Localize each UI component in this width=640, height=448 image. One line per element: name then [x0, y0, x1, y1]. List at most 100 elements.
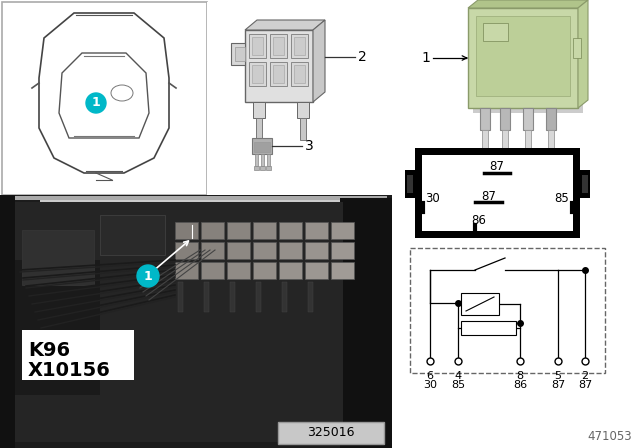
Text: 85: 85	[555, 191, 570, 204]
Bar	[273, 65, 284, 83]
Bar	[546, 108, 556, 130]
Bar	[249, 62, 266, 86]
Bar	[256, 118, 262, 140]
Text: 86: 86	[472, 214, 486, 227]
Bar	[305, 242, 328, 259]
Text: 30: 30	[423, 380, 437, 390]
Bar	[476, 16, 570, 96]
Bar	[256, 282, 261, 312]
Bar	[5, 196, 387, 200]
Text: 87: 87	[578, 380, 592, 390]
Text: 87: 87	[551, 380, 565, 390]
Bar	[405, 170, 415, 198]
Bar	[305, 222, 328, 239]
Bar	[201, 242, 224, 259]
Text: K96: K96	[28, 340, 70, 359]
Text: 471053: 471053	[588, 431, 632, 444]
Bar	[279, 242, 302, 259]
Bar	[297, 102, 309, 118]
Bar	[231, 43, 245, 65]
Bar	[255, 154, 258, 166]
Bar	[291, 34, 308, 58]
Bar	[201, 262, 224, 279]
Bar	[207, 2, 397, 195]
Text: X10156: X10156	[28, 361, 111, 379]
Bar	[22, 230, 94, 285]
Bar	[415, 148, 580, 238]
Bar	[331, 242, 354, 259]
Bar	[422, 155, 573, 231]
Bar	[204, 282, 209, 312]
Bar	[410, 248, 605, 373]
Bar	[252, 65, 263, 83]
Bar	[300, 118, 306, 140]
Bar	[273, 37, 284, 55]
PathPatch shape	[313, 20, 325, 102]
PathPatch shape	[39, 13, 169, 173]
Bar	[266, 166, 271, 170]
Bar	[15, 260, 100, 395]
Bar	[253, 262, 276, 279]
Bar	[227, 222, 250, 239]
Text: 87: 87	[481, 190, 497, 202]
Text: 8: 8	[516, 371, 524, 381]
Bar	[461, 321, 516, 335]
Text: 1: 1	[92, 96, 100, 109]
Bar	[0, 195, 392, 448]
Circle shape	[86, 93, 106, 113]
Bar	[235, 47, 245, 61]
PathPatch shape	[245, 20, 325, 30]
Bar	[282, 282, 287, 312]
Bar	[331, 262, 354, 279]
Circle shape	[137, 265, 159, 287]
Bar	[260, 166, 265, 170]
Bar	[279, 262, 302, 279]
Bar	[308, 282, 313, 312]
Bar	[278, 422, 384, 444]
Bar	[525, 130, 531, 150]
Bar	[201, 222, 224, 239]
Text: 4: 4	[454, 371, 461, 381]
Text: 325016: 325016	[307, 426, 355, 439]
Bar	[270, 34, 287, 58]
Text: 2: 2	[581, 371, 589, 381]
Bar	[523, 108, 533, 130]
Bar	[100, 215, 165, 255]
Bar	[473, 13, 583, 113]
Text: 85: 85	[451, 380, 465, 390]
Text: 30: 30	[426, 191, 440, 204]
Bar	[249, 34, 266, 58]
Bar	[483, 23, 508, 41]
Text: 87: 87	[490, 160, 504, 173]
Bar	[254, 166, 259, 170]
Text: 6: 6	[426, 371, 433, 381]
Bar	[573, 38, 581, 58]
Bar	[548, 130, 554, 150]
Bar	[294, 65, 305, 83]
Text: 5: 5	[554, 371, 561, 381]
Bar	[502, 130, 508, 150]
Bar	[227, 242, 250, 259]
Bar	[40, 200, 350, 202]
Bar	[253, 222, 276, 239]
Bar	[480, 108, 490, 130]
Bar	[294, 37, 305, 55]
Bar	[580, 170, 590, 198]
Bar	[267, 154, 270, 166]
Bar	[252, 138, 272, 154]
Bar	[178, 282, 183, 312]
Bar	[253, 102, 265, 118]
Bar	[230, 282, 235, 312]
Bar	[254, 142, 270, 152]
Bar	[15, 202, 343, 442]
Bar	[261, 154, 264, 166]
PathPatch shape	[468, 0, 588, 8]
Bar	[582, 175, 588, 193]
Bar	[175, 242, 198, 259]
Text: 2: 2	[358, 50, 367, 64]
Bar	[340, 198, 392, 448]
Bar	[253, 242, 276, 259]
Bar	[270, 62, 287, 86]
Bar	[22, 330, 134, 380]
Bar	[305, 262, 328, 279]
